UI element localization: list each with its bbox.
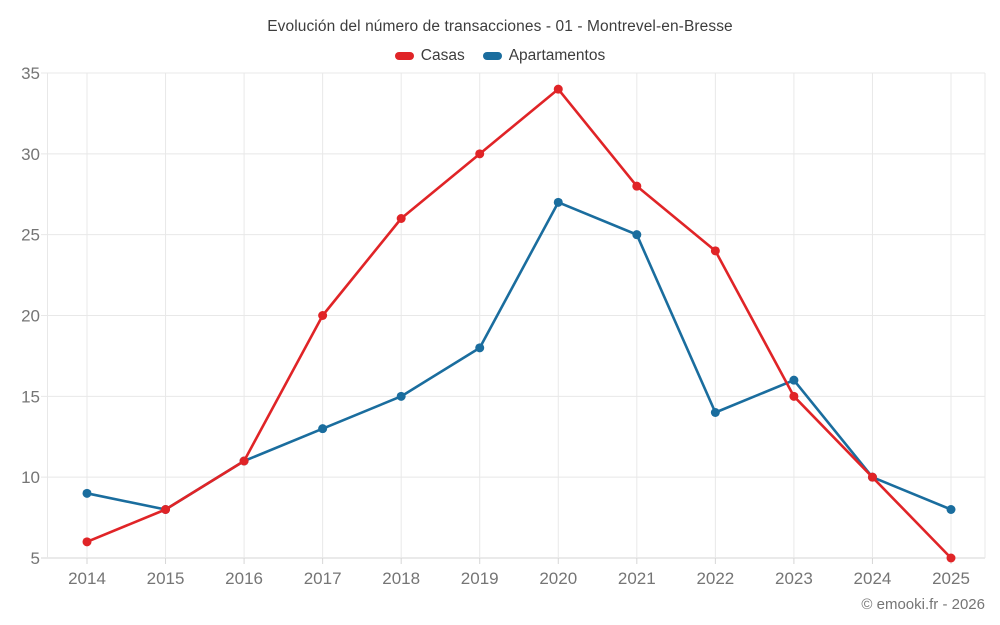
data-point-apartamentos[interactable]	[710, 408, 720, 417]
data-point-apartamentos[interactable]	[396, 391, 406, 401]
y-tick-label: 20	[21, 307, 40, 326]
data-point-apartamentos[interactable]	[553, 197, 563, 207]
data-point-casas[interactable]	[632, 181, 642, 191]
data-point-casas[interactable]	[396, 214, 406, 223]
x-tick-label: 2023	[775, 569, 813, 588]
x-tick-label: 2016	[225, 569, 263, 588]
footer-credit: © emooki.fr - 2026	[861, 596, 985, 613]
legend-item-casas[interactable]: Casas	[394, 47, 465, 65]
legend-item-apartamentos[interactable]: Apartamentos	[482, 47, 606, 65]
x-tick-label: 2021	[618, 569, 656, 588]
data-point-apartamentos[interactable]	[946, 505, 956, 514]
data-point-casas[interactable]	[82, 537, 92, 547]
y-tick-label: 35	[21, 64, 40, 83]
data-point-casas[interactable]	[867, 472, 877, 482]
series-line-apartamentos	[85, 201, 953, 511]
series-line-casas	[85, 87, 953, 560]
chart-legend: Casas Apartamentos	[0, 47, 1000, 65]
x-tick-label: 2019	[461, 569, 499, 588]
data-point-apartamentos[interactable]	[632, 230, 642, 240]
data-point-casas[interactable]	[946, 553, 956, 563]
legend-swatch-casas	[394, 52, 414, 60]
data-point-casas[interactable]	[161, 505, 171, 514]
x-tick-label: 2015	[147, 569, 185, 588]
data-point-casas[interactable]	[789, 391, 799, 401]
x-tick-label: 2018	[382, 569, 420, 588]
y-tick-label: 15	[21, 387, 40, 406]
x-tick-label: 2017	[304, 569, 342, 588]
legend-swatch-apartamentos	[482, 52, 502, 60]
y-tick-label: 10	[21, 468, 40, 487]
legend-label-apartamentos: Apartamentos	[508, 47, 606, 64]
x-tick-label: 2022	[696, 569, 734, 588]
data-point-casas[interactable]	[553, 84, 563, 94]
x-tick-label: 2014	[68, 569, 106, 588]
data-point-apartamentos[interactable]	[318, 424, 328, 434]
data-point-apartamentos[interactable]	[475, 343, 485, 353]
chart-title: Evolución del número de transacciones - …	[267, 18, 733, 35]
data-point-casas[interactable]	[239, 456, 249, 466]
x-tick-label: 2020	[539, 569, 577, 588]
legend-label-casas: Casas	[420, 47, 465, 64]
y-tick-label: 25	[21, 226, 40, 245]
x-tick-label: 2025	[932, 569, 970, 588]
data-point-casas[interactable]	[475, 149, 485, 159]
data-point-apartamentos[interactable]	[789, 375, 799, 385]
data-point-apartamentos[interactable]	[82, 488, 92, 498]
data-point-casas[interactable]	[318, 311, 328, 320]
y-tick-label: 5	[31, 549, 40, 568]
x-tick-label: 2024	[854, 569, 892, 588]
data-point-casas[interactable]	[710, 246, 720, 256]
y-tick-label: 30	[21, 145, 40, 164]
